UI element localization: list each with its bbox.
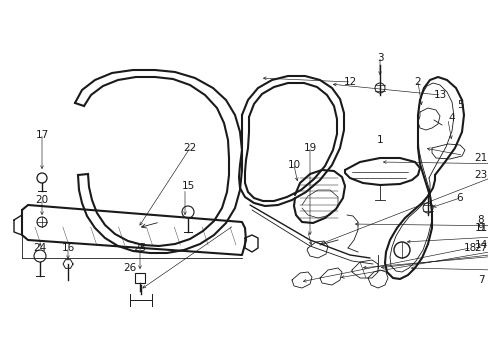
Text: 17: 17	[35, 130, 48, 140]
Text: 5: 5	[456, 100, 462, 110]
Text: 8: 8	[477, 215, 483, 225]
Text: 14: 14	[473, 240, 487, 250]
Text: 7: 7	[477, 275, 483, 285]
Text: 27: 27	[473, 243, 487, 253]
Text: 24: 24	[33, 243, 46, 253]
Text: 2: 2	[414, 77, 421, 87]
Text: 10: 10	[287, 160, 300, 170]
Text: 21: 21	[473, 153, 487, 163]
Text: 9: 9	[477, 223, 483, 233]
Text: 11: 11	[473, 223, 487, 233]
Text: 18: 18	[463, 243, 476, 253]
Text: 22: 22	[183, 143, 196, 153]
Text: 16: 16	[61, 243, 75, 253]
Text: 26: 26	[123, 263, 136, 273]
Text: 15: 15	[181, 181, 194, 191]
Text: 20: 20	[35, 195, 48, 205]
Text: 6: 6	[456, 193, 462, 203]
Text: 4: 4	[448, 113, 454, 123]
Bar	[135, 273, 145, 283]
Text: 19: 19	[303, 143, 316, 153]
Text: 23: 23	[473, 170, 487, 180]
Text: 1: 1	[376, 135, 383, 145]
Text: 13: 13	[432, 90, 446, 100]
Text: 3: 3	[376, 53, 383, 63]
Text: 12: 12	[343, 77, 356, 87]
Text: 25: 25	[133, 243, 146, 253]
